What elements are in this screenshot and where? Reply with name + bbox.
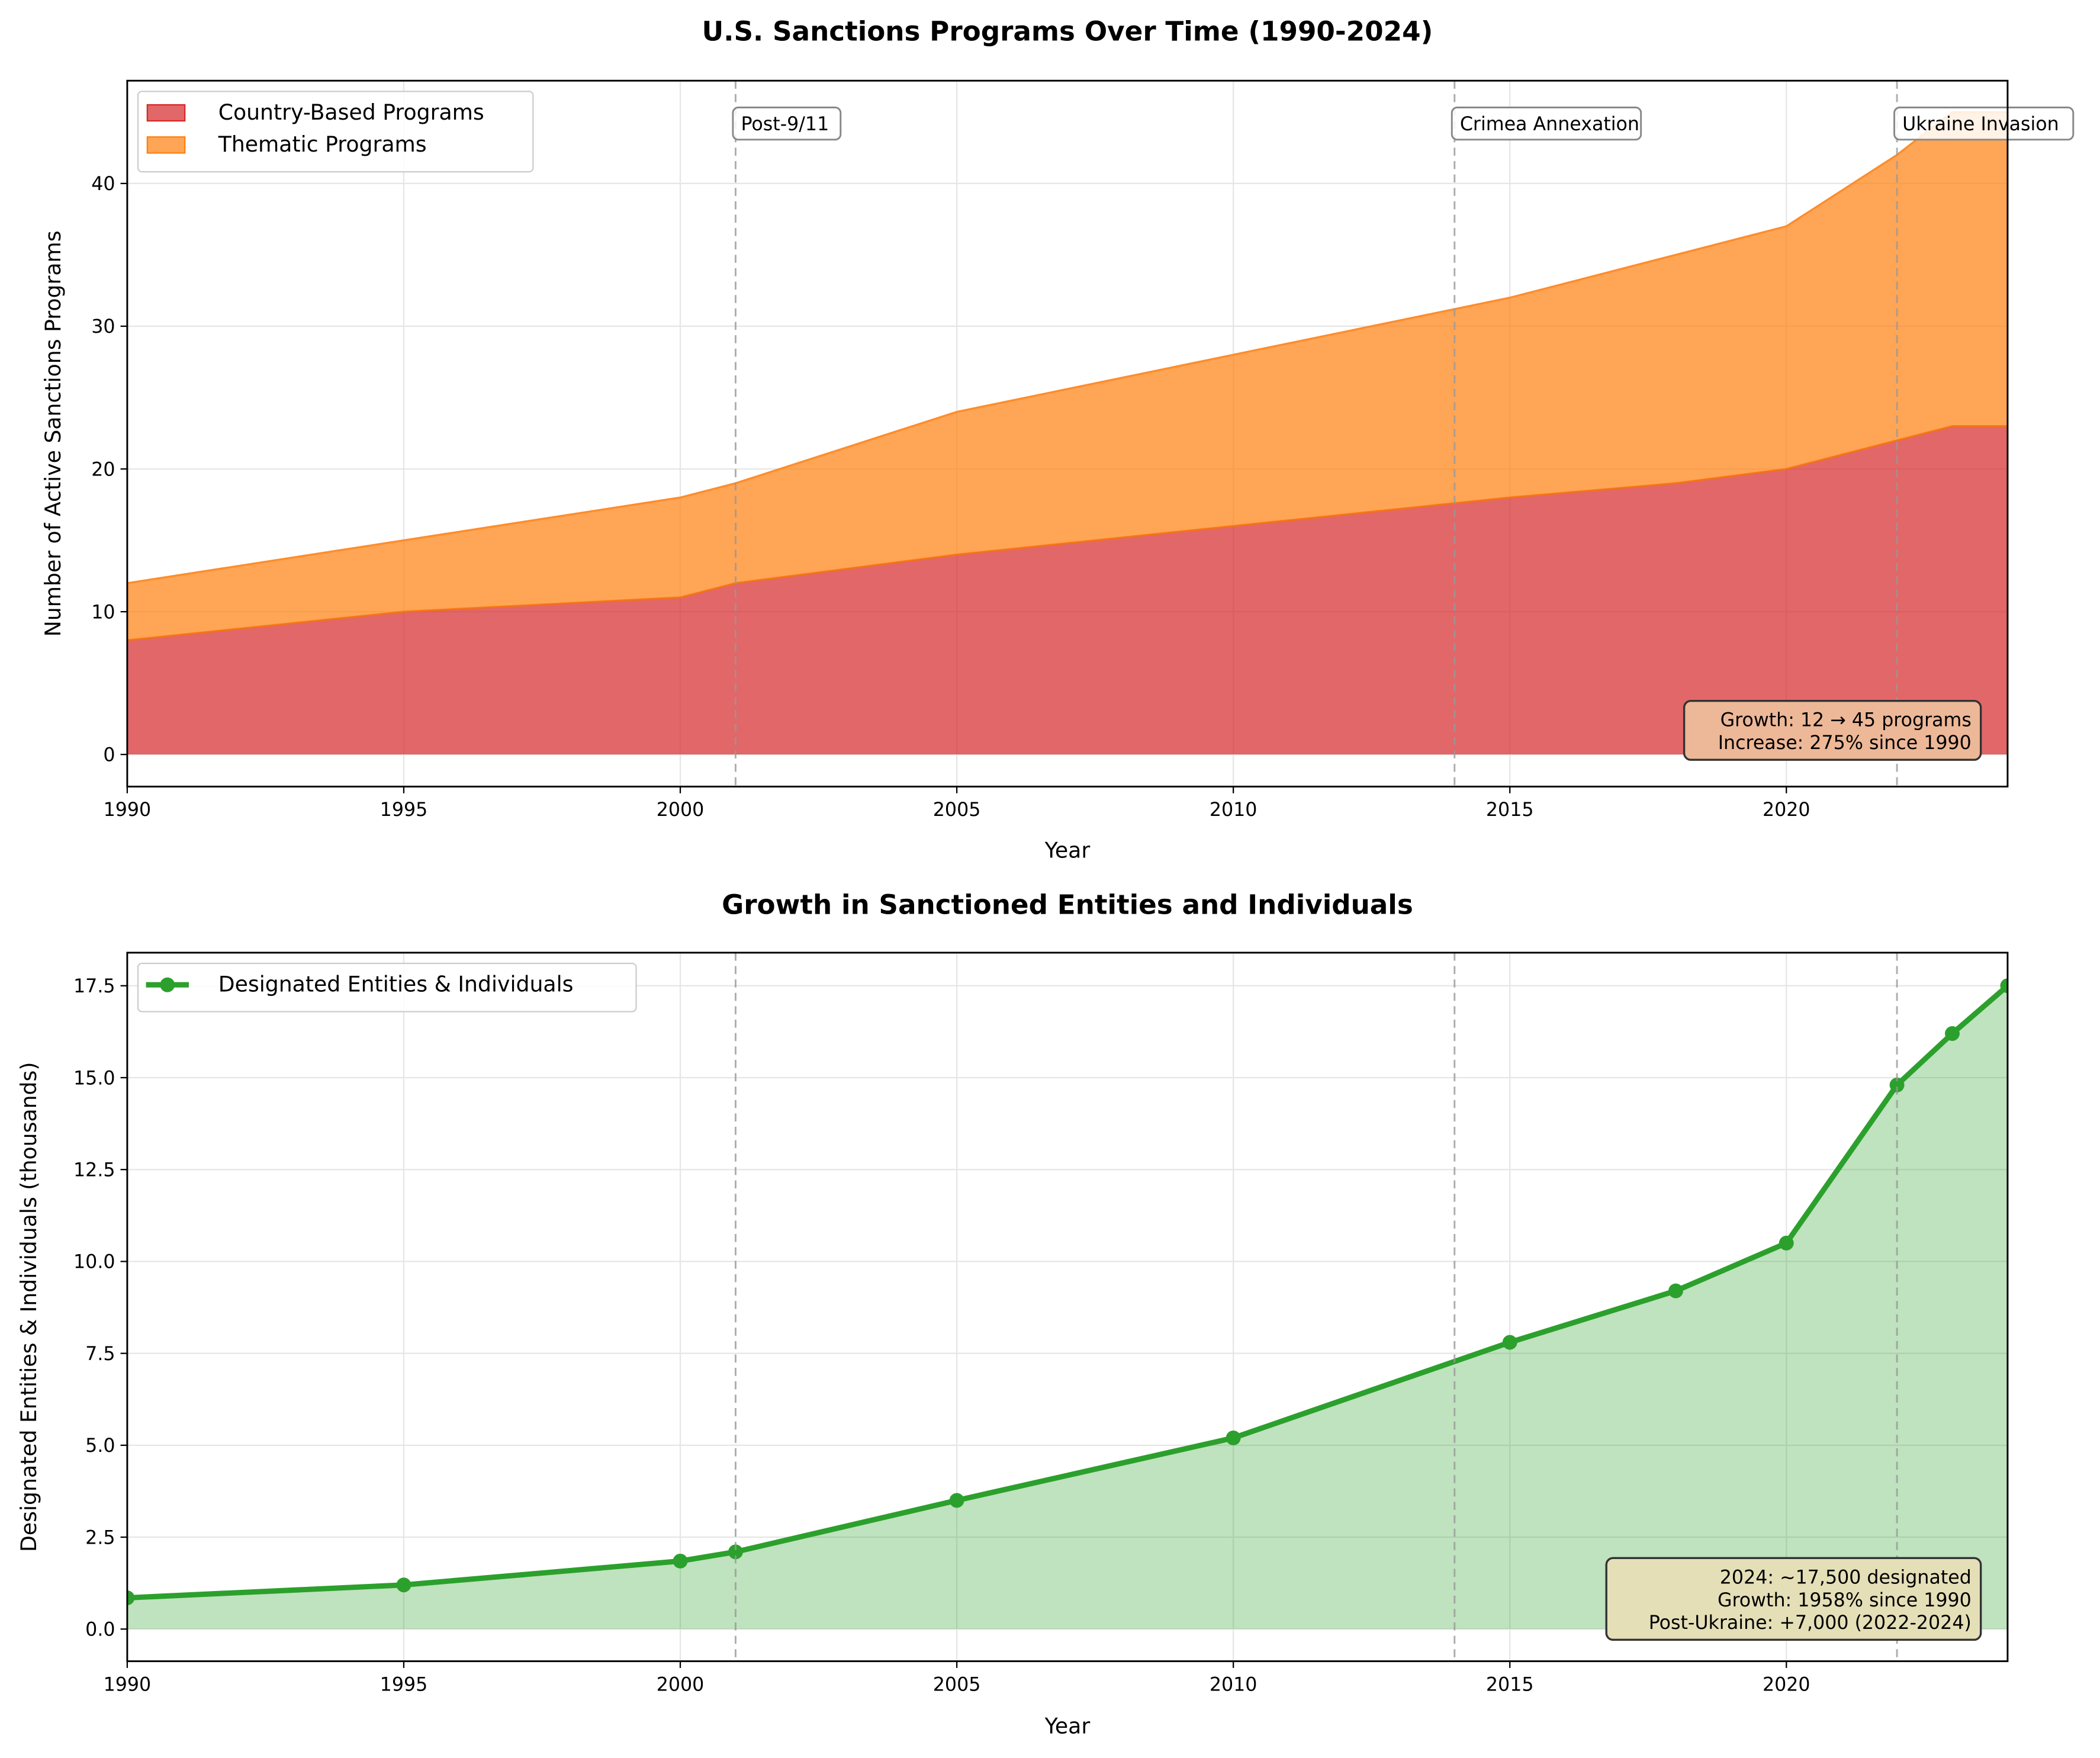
y-tick-label: 10	[91, 602, 115, 623]
entities-chart: Growth in Sanctioned Entities and Indivi…	[16, 889, 2009, 1739]
series-line	[127, 984, 2008, 1601]
event-label-box	[732, 107, 842, 141]
stats-annotation-box	[1605, 1557, 1982, 1641]
x-axis-label: Year	[1044, 1714, 1091, 1739]
data-point	[2000, 978, 2008, 994]
stats-annotation-line: 2024: ~17,500 designated	[1720, 1567, 1972, 1588]
x-tick-label: 1995	[380, 1674, 428, 1695]
y-tick-label: 15.0	[73, 1068, 115, 1089]
stats-annotation-line: Growth: 12 → 45 programs	[1720, 710, 1972, 731]
y-tick-label: 10.0	[73, 1252, 115, 1273]
legend-swatch	[146, 136, 186, 154]
stats-annotation-line: Increase: 275% since 1990	[1718, 732, 1972, 754]
axes-frame	[126, 952, 2009, 1663]
legend-marker	[160, 977, 175, 992]
event-label: Crimea Annexation	[1460, 114, 1639, 135]
legend-label: Thematic Programs	[218, 131, 427, 157]
y-tick-label: 12.5	[73, 1160, 115, 1181]
data-point	[396, 1577, 411, 1593]
x-tick-label: 2020	[1763, 1674, 1810, 1695]
y-tick-label: 0.0	[85, 1619, 115, 1641]
legend-label: Designated Entities & Individuals	[218, 972, 574, 997]
axes-frame	[126, 79, 2009, 788]
legend-box	[137, 91, 534, 173]
stats-annotation-box	[1683, 699, 1982, 761]
legend-swatch	[146, 104, 186, 122]
data-point	[1889, 1077, 1905, 1092]
legend: Country-Based Programs Thematic Programs	[137, 91, 534, 173]
legend-label: Country-Based Programs	[218, 99, 484, 125]
y-tick-label: 30	[91, 316, 115, 338]
data-point	[949, 1493, 964, 1508]
plot-area	[127, 111, 2008, 755]
y-tick-label: 17.5	[73, 976, 115, 997]
area-edge	[127, 425, 2008, 641]
y-tick-label: 40	[91, 173, 115, 195]
series-fill-area	[127, 985, 2008, 1630]
data-point	[728, 1544, 743, 1560]
legend: Designated Entities & Individuals	[137, 962, 637, 1013]
x-tick-label: 2015	[1486, 799, 1534, 821]
y-axis-label: Number of Active Sanctions Programs	[40, 230, 66, 637]
y-tick-label: 7.5	[85, 1344, 115, 1365]
data-point	[1668, 1283, 1683, 1299]
y-tick-label: 5.0	[85, 1435, 115, 1457]
x-tick-label: 2000	[657, 1674, 705, 1695]
x-tick-label: 2005	[933, 799, 981, 821]
x-tick-label: 2015	[1486, 1674, 1534, 1695]
x-tick-label: 2005	[933, 1674, 981, 1695]
event-label: Post-9/11	[741, 114, 829, 135]
x-tick-label: 1990	[104, 1674, 152, 1695]
x-axis-label: Year	[1044, 837, 1091, 863]
plot-area	[127, 978, 2008, 1630]
stats-annotation-line: Growth: 1958% since 1990	[1718, 1590, 1972, 1611]
programs-chart: U.S. Sanctions Programs Over Time (1990-…	[40, 15, 2075, 863]
chart-title: U.S. Sanctions Programs Over Time (1990-…	[702, 15, 1433, 47]
x-tick-label: 1990	[104, 799, 152, 821]
area-thematic-programs	[127, 112, 2008, 641]
y-tick-label: 0	[103, 744, 115, 766]
data-point	[1779, 1235, 1794, 1251]
event-label: Ukraine Invasion	[1902, 114, 2059, 135]
data-point	[1226, 1430, 1241, 1445]
legend-box	[137, 962, 637, 1013]
event-label-box	[1451, 107, 1642, 141]
x-tick-label: 2010	[1210, 799, 1258, 821]
chart-title: Growth in Sanctioned Entities and Indivi…	[722, 889, 1413, 920]
data-point	[1502, 1335, 1517, 1350]
x-tick-label: 2020	[1763, 799, 1810, 821]
data-point	[1945, 1026, 1960, 1041]
x-tick-label: 2000	[657, 799, 705, 821]
x-tick-label: 1995	[380, 799, 428, 821]
y-axis-label: Designated Entities & Individuals (thous…	[16, 1062, 41, 1552]
area-country-based-programs	[127, 426, 2008, 755]
stats-annotation-line: Post-Ukraine: +7,000 (2022-2024)	[1649, 1612, 1972, 1634]
event-label-box	[1893, 107, 2075, 141]
x-tick-label: 2010	[1210, 1674, 1258, 1695]
area-edge	[127, 111, 2008, 584]
data-point	[127, 1590, 135, 1605]
y-tick-label: 2.5	[85, 1527, 115, 1548]
y-tick-label: 20	[91, 459, 115, 480]
data-point	[673, 1553, 688, 1569]
